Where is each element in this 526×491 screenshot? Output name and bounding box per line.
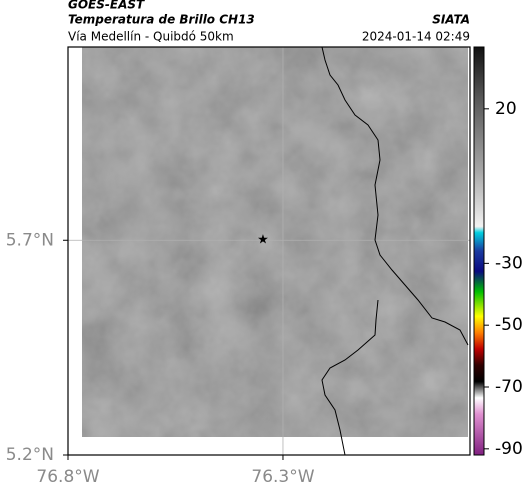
title: GOES-EAST — [68, 0, 145, 12]
colorbar-tick-label: 20 — [495, 99, 517, 119]
boundary — [321, 299, 379, 456]
colorbar-tick-label: -90 — [495, 439, 523, 459]
subtitle: Temperatura de Brillo CH13 — [68, 13, 255, 27]
lat-tick-label: 5.7°N — [6, 230, 54, 250]
source: SIATA — [432, 13, 470, 27]
route: Vía Medellín - Quibdó 50km — [68, 30, 234, 44]
lon-tick-label: 76.3°W — [251, 467, 314, 487]
location-marker: ★ — [257, 233, 269, 248]
colorbar-tick-label: -70 — [495, 377, 523, 397]
colorbar-tick-label: -30 — [495, 253, 523, 273]
datetime: 2024-01-14 02:49 — [362, 30, 470, 44]
lon-tick-label: 76.8°W — [36, 467, 99, 487]
boundary — [321, 46, 469, 346]
colorbar — [473, 46, 485, 456]
cloud-texture — [82, 47, 468, 437]
map-frame — [67, 46, 471, 456]
lat-tick-label: 5.2°N — [6, 445, 54, 465]
colorbar-tick-label: -50 — [495, 315, 523, 335]
